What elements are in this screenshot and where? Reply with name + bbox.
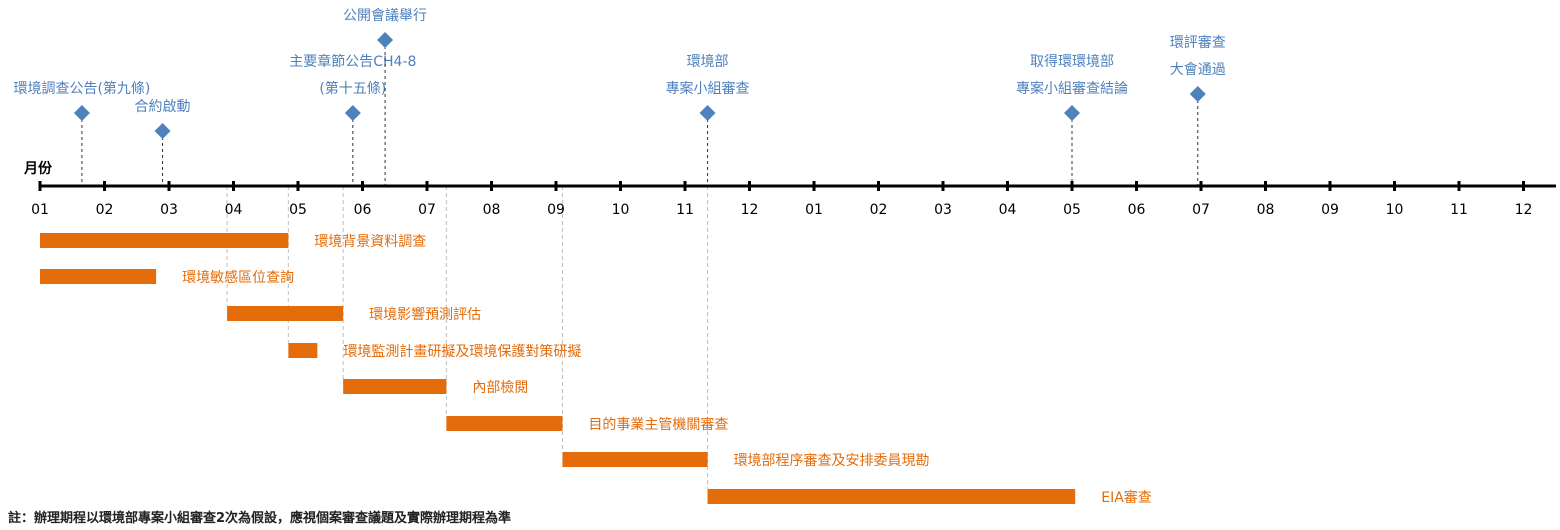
milestone-label: 環境調查公告(第九條): [13, 80, 150, 97]
task-bar: [707, 489, 1076, 504]
axis-tick-label: 02: [870, 202, 888, 218]
axis-tick-label: 06: [354, 202, 372, 218]
axis-tick-label: 03: [934, 202, 952, 218]
axis-tick-label: 04: [225, 202, 243, 218]
axis-tick-label: 01: [31, 202, 49, 218]
task-bar: [40, 269, 157, 284]
task-bar: [288, 343, 318, 358]
axis-tick-label: 06: [1128, 202, 1146, 218]
milestone-label: 專案小組審查: [666, 80, 750, 97]
task-bar: [343, 379, 447, 394]
axis-tick-label: 12: [741, 202, 759, 218]
task-label: 環境影響預測評估: [369, 306, 481, 323]
axis-tick-label: 03: [160, 202, 178, 218]
task-bar: [446, 416, 563, 431]
axis-tick-label: 10: [1386, 202, 1404, 218]
task-label: 環境敏感區位查詢: [182, 269, 294, 286]
milestone-diamond: [344, 105, 361, 121]
milestone-diamond: [1189, 86, 1206, 102]
task-label: 環境背景資料調查: [314, 234, 426, 250]
task-bar: [227, 306, 344, 321]
footnote: 註：辦理期程以環境部專案小組審查2次為假設，應視個案審查議題及實際辦理期程為準: [8, 511, 512, 526]
task-label: 環境部程序審查及安排委員現勘: [734, 453, 930, 469]
axis-tick-label: 12: [1515, 202, 1533, 218]
milestone-label: 環評審查: [1170, 35, 1226, 51]
axis-tick-label: 05: [1063, 202, 1081, 218]
axis-tick-label: 08: [483, 202, 501, 218]
milestone-label: 環境部: [687, 54, 729, 70]
axis-tick-label: 11: [676, 202, 694, 218]
task-bar: [40, 233, 289, 248]
axis-tick-label: 09: [547, 202, 565, 218]
task-label: EIA審查: [1101, 490, 1152, 506]
milestone-diamond: [154, 123, 171, 139]
axis-tick-label: 05: [289, 202, 307, 218]
milestone-diamond: [377, 32, 394, 48]
task-bar: [562, 452, 708, 467]
milestone-label: 專案小組審查結論: [1016, 80, 1128, 97]
milestone-label: 主要章節公告CH4-8: [289, 53, 416, 70]
task-label: 環境監測計畫研擬及環境保護對策研擬: [343, 343, 581, 360]
milestone-diamond: [699, 105, 716, 121]
axis-tick-label: 08: [1257, 202, 1275, 218]
task-label: 內部檢閱: [472, 379, 528, 396]
axis-tick-label: 11: [1450, 202, 1468, 218]
axis-tick-label: 10: [612, 202, 630, 218]
axis-label: 月份: [23, 160, 53, 177]
axis-tick-label: 01: [805, 202, 823, 218]
axis-tick-label: 02: [96, 202, 114, 218]
milestone-diamond: [1064, 105, 1080, 121]
milestone-diamond: [73, 105, 90, 121]
axis-tick-label: 09: [1321, 202, 1339, 218]
milestone-label: 合約啟動: [135, 99, 191, 115]
axis-tick-label: 07: [418, 202, 436, 218]
axis-tick-label: 07: [1192, 202, 1210, 218]
milestone-label: 公開會議舉行: [343, 7, 427, 24]
milestone-label: 大會通過: [1170, 62, 1226, 78]
milestone-label: (第十五條): [319, 80, 386, 97]
axis-tick-label: 04: [999, 202, 1017, 218]
task-label: 目的事業主管機關審查: [588, 417, 728, 433]
milestone-label: 取得環環境部: [1030, 53, 1114, 70]
